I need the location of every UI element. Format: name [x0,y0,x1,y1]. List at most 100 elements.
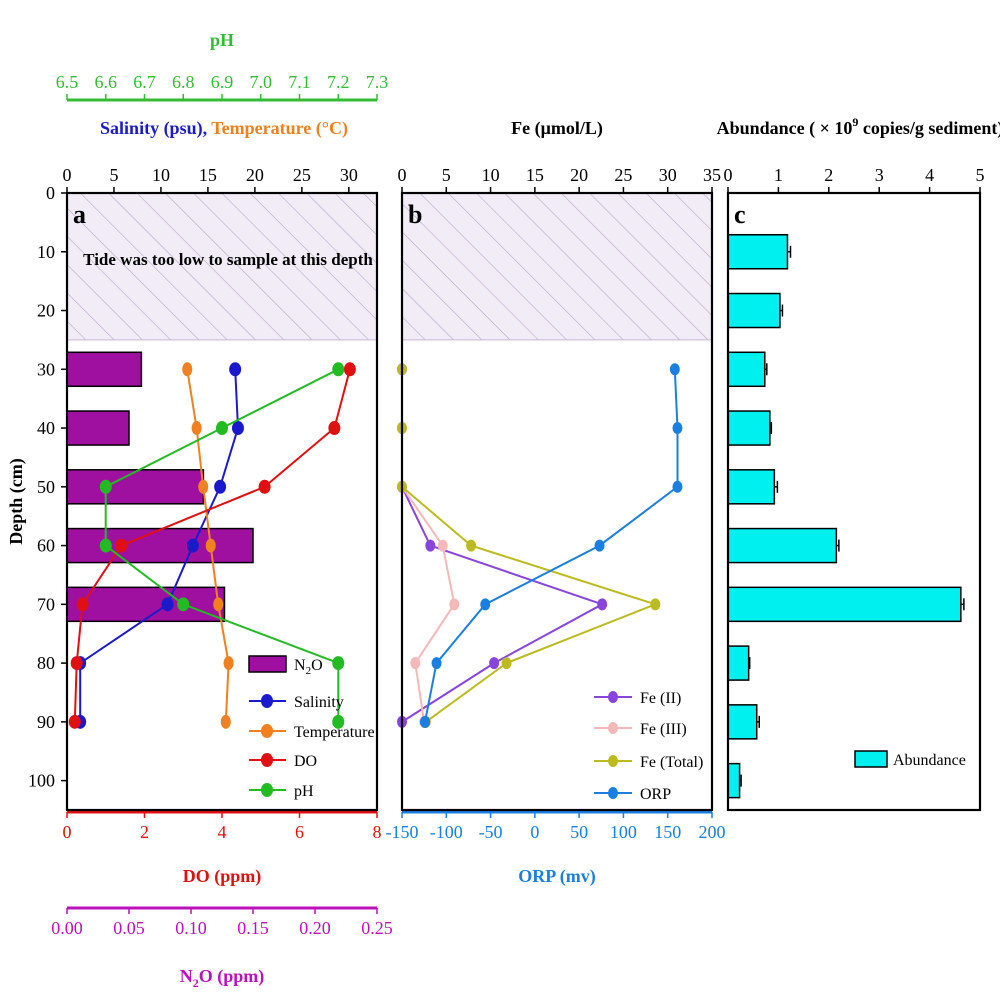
do-point [76,597,89,612]
depth-tick-label: 30 [37,359,55,379]
fe-total-point [650,598,661,611]
n2o-axis-tick-label: 0.25 [361,918,393,938]
abundance-axis-tick-label: 0 [724,165,733,185]
orp-axis-title: ORP (mv) [518,866,595,887]
do-point [68,714,81,729]
temperature-point [198,479,209,494]
salinity-temperature-axis-tick-label: 20 [246,165,264,185]
fe-total-point [466,539,477,552]
ph-axis-tick-label: 7.1 [288,72,311,92]
depth-tick-label: 50 [37,477,55,497]
no-sample-zone-b [401,192,713,341]
legend-label-n2o: N2O [294,657,323,677]
legend-label-orp: ORP [640,786,671,803]
abundance-bar [727,234,789,270]
fe-axis-tick-label: 35 [703,165,721,185]
depth-tick-label: 90 [37,712,55,732]
orp-axis-tick-label: 150 [654,822,681,842]
n2o-axis-tick-label: 0.15 [237,918,269,938]
fe-ii-point [597,598,608,611]
legend-swatch-abundance [854,750,888,768]
legend-label-do: DO [294,753,317,770]
abundance-bar [727,469,776,505]
legend-swatch-point-do [261,753,273,767]
ph-point [332,714,345,729]
orp-point [420,715,431,728]
abundance-bar [727,704,758,740]
abundance-axis-tick-label: 4 [925,165,934,185]
depth-tick-label: 70 [37,594,55,614]
abundance-axis-tick-label: 2 [824,165,833,185]
ph-point [332,362,345,377]
abundance-axis-tick-label: 3 [875,165,884,185]
depth-tick-label: 10 [37,242,55,262]
fe-axis-tick-label: 15 [526,165,544,185]
temperature-point [205,538,216,553]
do-axis-tick-label: 8 [373,822,382,842]
salinity-temperature-axis-tick-label: 0 [63,165,72,185]
abundance-bar [727,292,781,329]
panel-frame-c [726,191,982,812]
ph-point [177,597,190,612]
temperature-point [213,597,224,612]
do-point [70,656,83,671]
salinity-point [186,538,199,553]
chart-labels: 6.5 6.6 6.7 6.8 6.9 7.0 7.1 7.2 7.30 5 10 15 20 25 300… [6,30,1000,990]
salinity-temperature-axis-tick-label: 15 [199,165,217,185]
orp-axis-tick-label: -50 [479,822,503,842]
depth-tick-label: 20 [37,301,55,321]
n2o-axis-tick-label: 0.10 [175,918,207,938]
fe-total-point [501,657,512,670]
panel-label-a: a [73,200,86,229]
abundance-bar [727,527,838,564]
do-point [115,538,128,553]
fe-ii-point [489,657,500,670]
abundance-bar [727,586,962,623]
ph-axis-tick-label: 6.5 [56,72,79,92]
abundance-axis-title: Abundance ( × 109 copies/g sediment) [717,115,1000,139]
do-point [343,362,356,377]
panel-frames [65,191,982,812]
temperature-point [220,714,231,729]
ph-axis-tick-label: 7.0 [250,72,273,92]
n2o-bar [66,351,143,388]
salinity-temperature-axis-tick-label: 30 [340,165,358,185]
salinity-temperature-axis-tick-label: 10 [152,165,170,185]
salinity-point [229,362,242,377]
legend-swatch-point-fe-total [608,755,618,767]
fe-axis-tick-label: 0 [398,165,407,185]
salinity-point [231,421,244,436]
salinity-point [161,597,174,612]
fe-iii-point [410,657,421,670]
ph-point [99,538,112,553]
legend-swatch-point-fe-ii [608,691,618,703]
abundance-bar [727,762,741,799]
do-axis-tick-label: 4 [218,822,227,842]
orp-point [594,539,605,552]
ph-point [99,479,112,494]
do-axis-title: DO (ppm) [183,866,262,887]
orp-point [672,422,683,435]
temperature-point [191,421,202,436]
ph-point [216,421,228,436]
ph-axis-tick-label: 6.8 [172,72,195,92]
do-point [258,479,271,494]
ph-axis-tick-label: 7.2 [327,72,350,92]
depth-tick-label: 40 [37,418,55,438]
depth-axis-title: Depth (cm) [6,458,27,544]
legend-label-abundance: Abundance [893,752,966,769]
legend-swatch-point-salinity [261,694,273,708]
depth-tick-label: 60 [37,536,55,556]
salinity-point [214,479,227,494]
legend-swatch-point-orp [608,787,618,799]
ph-point [332,656,345,671]
orp-line [424,369,679,723]
abundance-axis-tick-label: 5 [976,165,985,185]
legend-label-salinity: Salinity [294,694,344,711]
fe-axis-tick-label: 30 [659,165,677,185]
panel-label-c: c [734,200,746,229]
do-axis-tick-label: 2 [140,822,149,842]
fe-axis-tick-label: 20 [570,165,588,185]
panel-frame-b [400,191,714,812]
